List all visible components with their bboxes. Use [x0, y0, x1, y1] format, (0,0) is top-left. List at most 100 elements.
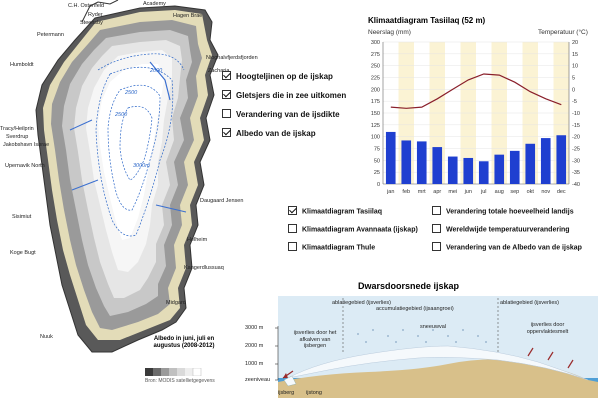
map-legend: Albedo in juni, juli en augustus (2008-2… [148, 336, 220, 350]
right-tick-label: -35 [572, 170, 580, 176]
contour-label: 2500 [125, 90, 138, 96]
climate-title: Klimaatdiagram Tasiilaq (52 m) [368, 16, 486, 25]
place-label: Zacharia [208, 68, 230, 74]
checkbox-icon[interactable] [222, 71, 231, 81]
month-label: mrt [418, 189, 426, 195]
month-label: jun [464, 189, 472, 195]
precip-bar [509, 150, 520, 184]
left-tick-label: 0 [377, 182, 380, 188]
left-tick-label: 175 [371, 99, 380, 105]
legend-colorbar [145, 368, 202, 376]
left-tick-label: 150 [371, 111, 380, 117]
label-ijstong: ijstong [306, 390, 322, 396]
month-label: dec [557, 189, 566, 195]
option-avannaata[interactable]: Klimaatdiagram Avannaata (ijskap) [288, 224, 418, 234]
precip-bar [494, 154, 505, 184]
right-tick-label: 15 [572, 52, 578, 58]
option-albedo-verandering[interactable]: Verandering van de Albedo van de ijskap [432, 242, 582, 252]
option-gletsjers[interactable]: Gletsjers die in zee uitkomen [222, 90, 347, 100]
place-label: Tracy/Heilprin [0, 126, 34, 132]
right-tick-label: -10 [572, 111, 580, 117]
month-label: jul [480, 189, 487, 195]
option-landijs[interactable]: Verandering totale hoeveelheid landijs [432, 206, 574, 216]
precip-bar [556, 135, 567, 184]
legend-title: Albedo in juni, juli en augustus (2008-2… [153, 336, 215, 349]
right-tick-label: -40 [572, 182, 580, 188]
option-label: Klimaatdiagram Avannaata (ijskap) [302, 226, 418, 234]
place-label: Nuuk [40, 334, 53, 340]
checkbox-icon[interactable] [222, 90, 231, 100]
cross-section [275, 296, 598, 398]
temperature-line [390, 73, 562, 109]
place-label: Hagen Brae [173, 13, 203, 19]
place-label: C.H. Ostenfeld [68, 3, 105, 9]
place-label: Helheim [187, 237, 208, 243]
option-albedo[interactable]: Albedo van de ijskap [222, 128, 316, 138]
option-temperatuur[interactable]: Wereldwijde temperatuurverandering [432, 224, 570, 234]
left-tick-label: 300 [371, 40, 380, 46]
precip-bar [447, 156, 458, 184]
map-source: Bron: MODIS satellietgegevens [145, 378, 215, 384]
label-accumulatie: accumulatiegebied (ijsaangroei) [376, 306, 454, 312]
precip-bar [525, 143, 536, 184]
option-thule[interactable]: Klimaatdiagram Thule [288, 242, 375, 252]
checkbox-icon[interactable] [432, 242, 441, 251]
month-label: mei [448, 189, 457, 195]
label-ijsberg: ijsberg [278, 390, 295, 396]
label-ablatie-right: ablatiegebied (ijsverlies) [500, 300, 560, 306]
cross-title: Dwarsdoorsnede ijskap [358, 281, 460, 291]
month-label: nov [541, 189, 550, 195]
checkbox-icon[interactable] [288, 242, 297, 251]
option-label: Verandering totale hoeveelheid landijs [446, 208, 574, 216]
checkbox-icon[interactable] [222, 128, 231, 138]
left-tick-label: 125 [371, 123, 380, 129]
place-label: Sisimiut [12, 214, 32, 220]
place-label: Jakobshavn Isbrae [3, 142, 50, 148]
contour-label: 2000 [150, 68, 163, 74]
place-label: Ryder [88, 12, 103, 18]
left-tick-label: 75 [374, 147, 380, 153]
precip-bar [416, 141, 427, 184]
month-label: jan [386, 189, 394, 195]
month-label: feb [402, 189, 410, 195]
place-label: Academy [143, 1, 166, 7]
option-label: Gletsjers die in zee uitkomen [236, 91, 347, 100]
checkbox-icon[interactable] [288, 206, 297, 215]
checkbox-icon[interactable] [432, 206, 441, 215]
climate-chart: 0255075100125150175200225250275300-40-35… [371, 40, 580, 195]
checkbox-icon[interactable] [222, 109, 231, 119]
precip-bar [385, 131, 396, 184]
option-ijsdikte[interactable]: Verandering van de ijsdikte [222, 109, 340, 119]
left-tick-label: 200 [371, 87, 380, 93]
left-tick-label: 250 [371, 64, 380, 70]
left-tick-label: 275 [371, 52, 380, 58]
place-label: Midgard [166, 300, 186, 306]
precip-bar [478, 161, 489, 184]
height-label: 2000 m [245, 343, 264, 349]
left-tick-label: 25 [374, 170, 380, 176]
label-oppervlaktesmelt: ijsverlies door oppervlaktesmelt [526, 322, 569, 335]
option-label: Verandering van de Albedo van de ijskap [446, 244, 582, 252]
label-afkalven: ijsverlies door het afkalven van ijsberg… [293, 330, 337, 349]
precip-bar [401, 140, 412, 184]
checkbox-icon[interactable] [288, 224, 297, 233]
place-label: Kangerdlussuaq [184, 265, 224, 271]
option-label: Wereldwijde temperatuurverandering [446, 226, 570, 234]
month-label: aug [495, 189, 504, 195]
checkbox-icon[interactable] [432, 224, 441, 233]
contour-label: 3000m [133, 163, 150, 169]
option-tasiilaq[interactable]: Klimaatdiagram Tasiilaq [288, 206, 382, 216]
place-label: Sverdrup [6, 134, 29, 140]
option-label: Albedo van de ijskap [236, 129, 316, 138]
precip-bar [540, 138, 551, 184]
precip-bar [463, 157, 474, 184]
right-tick-label: 5 [572, 76, 575, 82]
place-label: Petermann [37, 32, 64, 38]
option-hoogtelijnen[interactable]: Hoogteljinen op de ijskap [222, 71, 333, 81]
option-label: Verandering van de ijsdikte [236, 110, 340, 119]
right-axis-label: Temperatuur (°C) [538, 29, 588, 36]
place-label: Humboldt [10, 62, 34, 68]
label-ablatie-left: ablatiegebied (ijsverlies) [332, 300, 392, 306]
